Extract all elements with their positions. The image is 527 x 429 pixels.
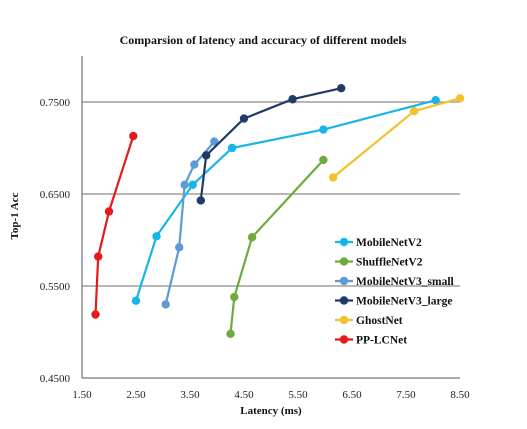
x-tick-label: 2.50 [126, 389, 146, 401]
data-point [210, 137, 219, 146]
legend-label: ShuffleNetV2 [356, 257, 423, 269]
series-line [199, 87, 342, 201]
data-point [319, 125, 328, 134]
data-point [175, 243, 184, 252]
data-point [104, 207, 114, 216]
data-point [409, 107, 419, 116]
data-point [161, 300, 170, 309]
legend-label: MobileNetV3_small [356, 276, 454, 288]
gridlines [82, 101, 460, 287]
series-ghostnet [328, 94, 465, 182]
data-point [239, 114, 249, 123]
data-point [91, 310, 100, 319]
legend-swatch-marker [339, 296, 349, 305]
legend-label: MobileNetV2 [356, 237, 422, 249]
series-shufflenetv2 [226, 155, 328, 339]
data-point [226, 329, 235, 339]
data-point [247, 233, 257, 242]
series-line [94, 135, 135, 315]
x-tick-labels: 1.50 2.50 3.50 4.50 5.50 6.50 7.50 8.50 [72, 389, 470, 401]
x-tick-label: 3.50 [180, 389, 200, 401]
series-pp-lcnet [91, 131, 138, 319]
chart-title: Comparsion of latency and accuracy of di… [120, 33, 407, 47]
data-point [227, 143, 237, 153]
y-tick-label: 0.6500 [40, 189, 71, 201]
x-tick-label: 5.50 [288, 389, 308, 401]
y-tick-labels: 0.4500 0.5500 0.6500 0.7500 [40, 97, 71, 385]
x-axis-label: Latency (ms) [240, 405, 302, 417]
data-point [188, 180, 197, 189]
series-mobilenetv3-small [161, 137, 219, 309]
x-tick-label: 6.50 [342, 389, 362, 401]
series-mobilenetv2 [131, 95, 440, 305]
data-point [328, 173, 338, 182]
series-group [91, 84, 465, 339]
data-point [129, 131, 138, 141]
data-point [337, 84, 346, 93]
x-tick-label: 1.50 [72, 389, 92, 401]
data-point [180, 180, 189, 189]
y-axis-label: Top-1 Acc [9, 192, 21, 239]
legend-swatch-marker [339, 315, 349, 325]
data-point [196, 196, 205, 205]
axes [81, 56, 460, 379]
x-tick-label: 7.50 [396, 389, 416, 401]
legend-item: MobileNetV3_large [335, 296, 452, 308]
legend-item: ShuffleNetV2 [335, 257, 423, 269]
data-point [94, 252, 103, 261]
x-tick-label: 4.50 [234, 389, 254, 401]
data-point [230, 292, 239, 302]
legend-swatch-marker [339, 257, 349, 266]
legend-swatch-marker [339, 237, 349, 247]
legend-swatch-marker [339, 276, 349, 286]
series-mobilenetv3-large [196, 84, 346, 205]
legend-item: MobileNetV2 [335, 237, 422, 249]
data-point [131, 296, 141, 305]
data-point [152, 232, 161, 241]
series-line [134, 99, 436, 302]
series-line [164, 140, 216, 305]
legend-item: GhostNet [335, 315, 403, 327]
y-tick-label: 0.7500 [40, 97, 71, 109]
legend-label: MobileNetV3_large [356, 296, 452, 308]
data-point [319, 155, 328, 165]
data-point [190, 160, 199, 169]
data-point [431, 95, 440, 105]
legend-item: MobileNetV3_small [335, 276, 454, 288]
data-point [455, 94, 465, 103]
series-line [229, 159, 325, 334]
y-tick-label: 0.4500 [40, 373, 71, 385]
data-point [202, 151, 211, 160]
x-tick-label: 8.50 [450, 389, 470, 401]
legend-label: GhostNet [356, 315, 403, 327]
legend: MobileNetV2 ShuffleNetV2 MobileNetV3_small… [335, 237, 454, 347]
data-point [288, 95, 297, 104]
legend-swatch-marker [339, 335, 349, 344]
y-tick-label: 0.5500 [40, 281, 71, 293]
legend-label: PP-LCNet [356, 335, 407, 347]
legend-item: PP-LCNet [335, 335, 407, 347]
